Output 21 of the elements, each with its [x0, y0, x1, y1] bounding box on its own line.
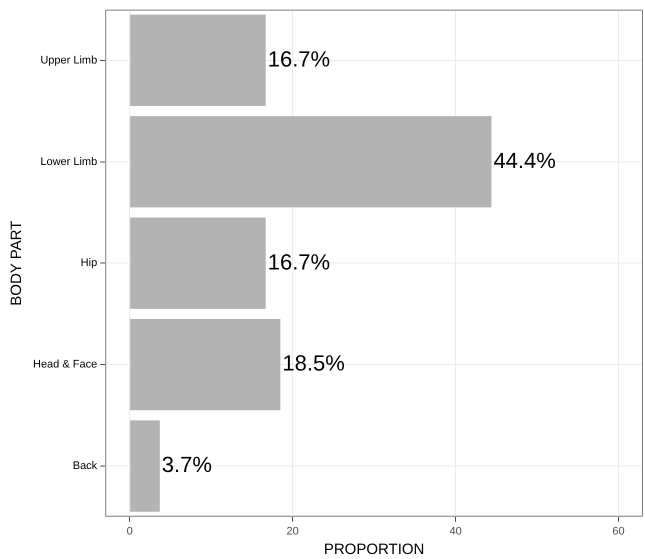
- data-label: 16.7%: [268, 249, 330, 274]
- y-axis-title: BODY PART: [8, 220, 26, 306]
- x-axis-title: PROPORTION: [324, 541, 424, 558]
- y-tick-label: Back: [72, 460, 98, 472]
- x-tick-label: 20: [286, 525, 299, 538]
- y-tick-label: Hip: [80, 257, 98, 270]
- y-tick-label: Head & Face: [33, 358, 98, 371]
- x-tick-label: 40: [449, 525, 462, 538]
- data-label: 3.7%: [162, 452, 212, 478]
- data-label: 18.5%: [282, 350, 345, 376]
- x-tick-label: 60: [612, 525, 625, 538]
- data-label: 44.4%: [493, 148, 556, 173]
- x-tick-label: 0: [126, 525, 133, 538]
- bar: [130, 14, 266, 106]
- y-tick-label: Upper Limb: [40, 54, 98, 66]
- bar: [130, 116, 492, 208]
- bar: [130, 318, 280, 410]
- bar: [130, 218, 266, 309]
- y-tick-label: Lower Limb: [40, 156, 98, 168]
- bar: [130, 420, 160, 512]
- data-label: 16.7%: [268, 46, 330, 72]
